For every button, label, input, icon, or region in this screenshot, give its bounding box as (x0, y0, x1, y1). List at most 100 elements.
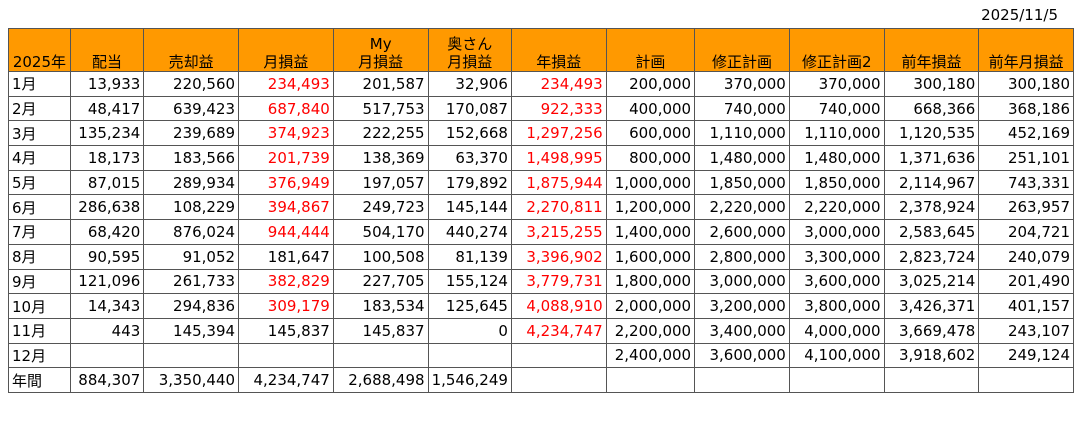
table-cell (694, 367, 790, 393)
row-label: 4月 (8, 145, 71, 171)
table-cell (510, 342, 607, 369)
table-cell: 125,645 (427, 293, 512, 319)
column-header-line2: 前年損益 (901, 53, 962, 71)
table-cell (69, 342, 145, 369)
table-cell: 3,426,371 (883, 293, 980, 319)
table-cell: 240,079 (978, 243, 1074, 270)
column-header: 修正計画2 (788, 28, 885, 72)
table-row: 10月 14,343 294,836 309,179 183,534 125,645 4,0… (8, 293, 1074, 319)
table-cell: 4,234,747 (238, 367, 334, 393)
column-header-line2: 月損益 (263, 53, 309, 71)
table-cell: 251,101 (978, 145, 1074, 171)
table-cell: 170,087 (427, 95, 512, 122)
column-header-line1: 奥さん (447, 35, 493, 53)
table-cell: 3,918,602 (883, 342, 980, 369)
table-row: 11月 443 145,394 145,837 145,837 0 4,234,747 2,2… (8, 317, 1074, 344)
row-label: 10月 (8, 293, 71, 319)
table-cell: 2,000,000 (605, 293, 696, 319)
header-row: 2025年 配当 売却益 月損益 My 月損益 奥さん 月損益 年損益 計画 修正計画 修正計画2 前年… (8, 28, 1074, 72)
table-cell: 639,423 (143, 95, 240, 122)
table-cell: 1,480,000 (694, 145, 790, 171)
table-cell: 3,300,000 (788, 243, 885, 270)
table-cell: 4,100,000 (788, 342, 885, 369)
table-cell: 261,733 (143, 268, 240, 295)
table-row: 7月 68,420 876,024 944,444 504,170 440,274 3,21… (8, 219, 1074, 245)
column-header: 配当 (69, 28, 145, 72)
table-row: 4月 18,173 183,566 201,739 138,369 63,370 1,498… (8, 145, 1074, 171)
table-cell: 48,417 (69, 95, 145, 122)
table-row: 8月 90,595 91,052 181,647 100,508 81,139 3,396,… (8, 243, 1074, 270)
table-header: 2025年 配当 売却益 月損益 My 月損益 奥さん 月損益 年損益 計画 修正計画 修正計画2 前年… (8, 28, 1074, 72)
table-cell: 227,705 (332, 268, 429, 295)
table-cell: 600,000 (605, 120, 696, 147)
table-cell: 1,498,995 (510, 145, 607, 171)
table-cell: 201,587 (332, 71, 429, 97)
table-cell: 2,800,000 (694, 243, 790, 270)
table-cell: 100,508 (332, 243, 429, 270)
table-row: 6月 286,638 108,229 394,867 249,723 145,144 2,2… (8, 194, 1074, 221)
table-cell: 13,933 (69, 71, 145, 97)
column-header: My 月損益 (332, 28, 429, 72)
table-cell: 108,229 (143, 194, 240, 221)
table-cell: 2,220,000 (788, 194, 885, 221)
table-cell: 121,096 (69, 268, 145, 295)
table-cell: 3,215,255 (510, 219, 607, 245)
table-cell: 3,350,440 (143, 367, 240, 393)
table-cell: 81,139 (427, 243, 512, 270)
table-cell: 222,255 (332, 120, 429, 147)
column-header-line2: 年損益 (536, 53, 582, 71)
table-cell: 1,120,535 (883, 120, 980, 147)
row-label: 5月 (8, 169, 71, 196)
table-cell: 249,124 (978, 342, 1074, 369)
table-cell: 4,234,747 (510, 317, 607, 344)
table-row: 年間 884,307 3,350,440 4,234,747 2,688,498 1,54… (8, 367, 1074, 393)
table-cell: 68,420 (69, 219, 145, 245)
table-cell: 4,088,910 (510, 293, 607, 319)
table-cell: 152,668 (427, 120, 512, 147)
table-cell: 370,000 (694, 71, 790, 97)
table-cell: 32,906 (427, 71, 512, 97)
table-cell: 286,638 (69, 194, 145, 221)
table-cell: 374,923 (238, 120, 334, 147)
table-row: 9月 121,096 261,733 382,829 227,705 155,124 3,7… (8, 268, 1074, 295)
column-header: 前年損益 (883, 28, 980, 72)
table-cell: 2,378,924 (883, 194, 980, 221)
row-label: 9月 (8, 268, 71, 295)
table-cell (510, 367, 607, 393)
table-cell: 309,179 (238, 293, 334, 319)
table-row: 12月 2,400,000 3,600,000 4,100,000 3,918,602 2… (8, 342, 1074, 369)
table-cell: 204,721 (978, 219, 1074, 245)
table-cell: 1,850,000 (694, 169, 790, 196)
table-cell: 145,837 (238, 317, 334, 344)
column-header-line2: 売却益 (168, 53, 214, 71)
table-cell: 876,024 (143, 219, 240, 245)
table-cell: 1,110,000 (694, 120, 790, 147)
column-header-line2: 配当 (92, 53, 123, 71)
table-cell (427, 342, 512, 369)
report-date: 2025/11/5 (981, 6, 1058, 24)
table-cell: 200,000 (605, 71, 696, 97)
table-cell: 145,837 (332, 317, 429, 344)
table-cell: 944,444 (238, 219, 334, 245)
table-cell: 3,000,000 (694, 268, 790, 295)
table-cell: 3,025,214 (883, 268, 980, 295)
table-cell: 401,157 (978, 293, 1074, 319)
table-cell: 14,343 (69, 293, 145, 319)
table-cell: 155,124 (427, 268, 512, 295)
table-cell: 3,669,478 (883, 317, 980, 344)
table-cell: 443 (69, 317, 145, 344)
table-cell: 1,400,000 (605, 219, 696, 245)
table-cell (978, 367, 1074, 393)
table-cell: 234,493 (238, 71, 334, 97)
table-cell: 1,200,000 (605, 194, 696, 221)
table-cell: 91,052 (143, 243, 240, 270)
table-cell: 197,057 (332, 169, 429, 196)
table-cell: 1,850,000 (788, 169, 885, 196)
table-cell: 517,753 (332, 95, 429, 122)
table-cell: 504,170 (332, 219, 429, 245)
row-label: 7月 (8, 219, 71, 245)
profit-table: 2025年 配当 売却益 月損益 My 月損益 奥さん 月損益 年損益 計画 修正計画 修正計画2 前年… (8, 28, 1074, 393)
table-cell: 1,600,000 (605, 243, 696, 270)
table-cell: 2,270,811 (510, 194, 607, 221)
table-cell: 0 (427, 317, 512, 344)
